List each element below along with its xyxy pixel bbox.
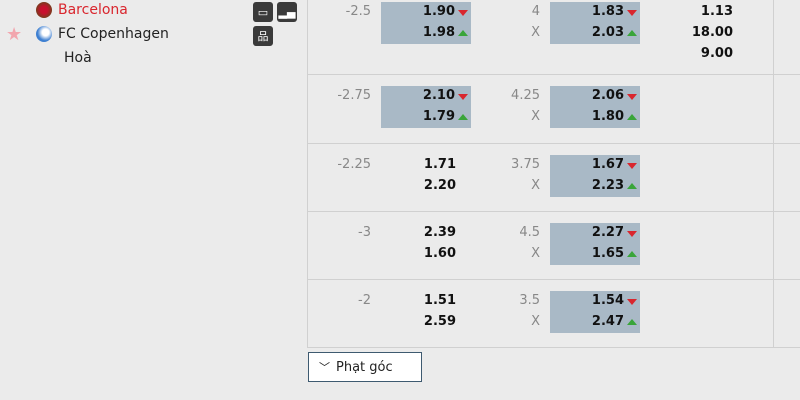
arrow-up-icon — [627, 319, 637, 325]
handicap-line: -2.5 — [345, 4, 371, 19]
arrow-up-icon — [627, 30, 637, 36]
stats-icon[interactable]: ▂▄ — [277, 2, 297, 22]
arrow-down-icon — [627, 94, 637, 100]
odd-value: 2.06 — [591, 88, 624, 103]
over-under-odds[interactable]: 2.06 1.80 — [550, 86, 640, 128]
odds-row: -2 1.51 2.59 3.5 X 1.54 2.47 — [308, 280, 800, 348]
copenhagen-logo-icon — [36, 26, 52, 42]
over-under-odds[interactable]: 1.83 2.03 — [550, 2, 640, 44]
away-team[interactable]: FC Copenhagen — [36, 26, 169, 42]
arrow-down-icon — [627, 163, 637, 169]
odd-value: 1.83 — [591, 4, 624, 19]
handicap-odds[interactable]: 1.90 1.98 — [381, 2, 471, 44]
1x2-odd[interactable]: 9.00 — [700, 46, 733, 61]
handicap-odds[interactable]: 2.10 1.79 — [381, 86, 471, 128]
arrow-down-icon — [627, 231, 637, 237]
arrow-down-icon — [627, 299, 637, 305]
lineup-icon[interactable]: 品 — [253, 26, 273, 46]
over-under-line: 4 — [531, 4, 540, 19]
over-under-x: X — [531, 246, 540, 261]
home-team[interactable]: Barcelona — [36, 2, 128, 18]
star-icon[interactable]: ★ — [6, 24, 23, 45]
corner-button-label: Phạt góc — [336, 359, 393, 375]
odd-value: 1.54 — [591, 293, 624, 308]
over-under-x: X — [531, 314, 540, 329]
column-divider — [773, 0, 774, 348]
odd-value: 2.27 — [591, 225, 624, 240]
arrow-down-icon — [458, 94, 468, 100]
over-under-odds[interactable]: 1.54 2.47 — [550, 291, 640, 333]
arrow-down-icon — [458, 10, 468, 16]
odds-row: -2.75 2.10 1.79 4.25 X 2.06 1.80 — [308, 75, 800, 144]
odd-value: 2.47 — [591, 314, 624, 329]
1x2-odd[interactable]: 1.13 — [700, 4, 733, 19]
chevron-down-icon: ﹀ — [319, 361, 330, 374]
arrow-up-icon — [458, 30, 468, 36]
odd-value: 1.67 — [591, 157, 624, 172]
handicap-line: -2.25 — [337, 157, 371, 172]
odd-value: 1.79 — [422, 109, 455, 124]
odds-row: -2.25 1.71 2.20 3.75 X 1.67 2.23 — [308, 144, 800, 212]
arrow-down-icon — [627, 10, 637, 16]
over-under-line: 3.5 — [519, 293, 540, 308]
arrow-up-icon — [458, 114, 468, 120]
1x2-odd[interactable]: 18.00 — [691, 25, 733, 40]
handicap-line: -2 — [358, 293, 371, 308]
arrow-up-icon — [627, 251, 637, 257]
corner-kick-toggle-button[interactable]: ﹀ Phạt góc — [308, 352, 422, 382]
over-under-x: X — [531, 25, 540, 40]
odds-table: -2.5 1.90 1.98 4 X 1.83 2.03 1.13 18.00 9.00-… — [307, 0, 800, 348]
over-under-x: X — [531, 178, 540, 193]
odd-value[interactable]: 1.60 — [423, 246, 456, 261]
home-team-name: Barcelona — [58, 2, 128, 18]
odd-value: 2.23 — [591, 178, 624, 193]
odd-value: 2.10 — [422, 88, 455, 103]
arrow-up-icon — [627, 114, 637, 120]
over-under-odds[interactable]: 2.27 1.65 — [550, 223, 640, 265]
over-under-line: 3.75 — [511, 157, 540, 172]
odd-value: 2.03 — [591, 25, 624, 40]
odd-value[interactable]: 1.71 — [423, 157, 456, 172]
odd-value[interactable]: 1.51 — [423, 293, 456, 308]
draw-label: Hoà — [64, 50, 92, 66]
handicap-line: -3 — [358, 225, 371, 240]
odd-value: 1.90 — [422, 4, 455, 19]
barcelona-logo-icon — [36, 2, 52, 18]
odd-value: 1.65 — [591, 246, 624, 261]
handicap-line: -2.75 — [337, 88, 371, 103]
over-under-x: X — [531, 109, 540, 124]
odd-value: 1.98 — [422, 25, 455, 40]
odd-value[interactable]: 2.59 — [423, 314, 456, 329]
odds-row: -3 2.39 1.60 4.5 X 2.27 1.65 — [308, 212, 800, 280]
odds-row: -2.5 1.90 1.98 4 X 1.83 2.03 1.13 18.00 9.00 — [308, 0, 800, 75]
over-under-odds[interactable]: 1.67 2.23 — [550, 155, 640, 197]
arrow-up-icon — [627, 183, 637, 189]
over-under-line: 4.25 — [511, 88, 540, 103]
over-under-line: 4.5 — [519, 225, 540, 240]
odd-value: 1.80 — [591, 109, 624, 124]
odd-value[interactable]: 2.20 — [423, 178, 456, 193]
monitor-icon[interactable]: ▭ — [253, 2, 273, 22]
odd-value[interactable]: 2.39 — [423, 225, 456, 240]
away-team-name: FC Copenhagen — [58, 26, 169, 42]
match-info: Barcelona ★ FC Copenhagen Hoà ▭ ▂▄ 品 — [0, 0, 307, 400]
